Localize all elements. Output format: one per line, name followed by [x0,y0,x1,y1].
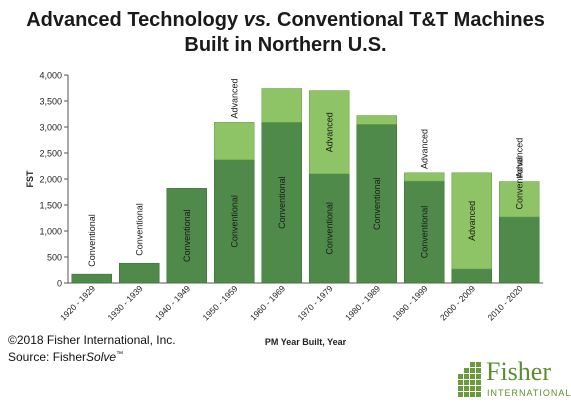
title-part-1: Advanced Technology [26,9,244,31]
bar-label-conventional: Conventional [324,202,334,255]
bar-conventional [403,180,445,284]
y-tick-label: 4,000 [39,71,62,81]
x-axis-label: PM Year Built, Year [265,337,347,347]
bar-advanced [498,181,540,218]
y-axis-label: FST [25,170,35,188]
source-italic: Solve [86,350,117,364]
bar-label-conventional: Conventional [229,195,239,248]
bar-label-advanced: Advanced [467,201,477,241]
title-vs: vs. [243,9,272,31]
source-trademark: ™ [116,351,124,358]
bar-label-advanced: Advanced [324,112,334,152]
logo-subtitle: INTERNATIONAL [487,388,571,398]
bar-label-conventional: Conventional [134,203,144,256]
y-tick-label: 2,500 [39,149,62,159]
source-prefix: Source: Fisher [8,350,87,364]
x-tick-label: 1990 - 1999 [391,283,430,322]
y-tick-label: 1,500 [39,201,62,211]
bar-label-advanced: Advanced [514,138,524,178]
bar-conventional [166,188,208,284]
title-part-2: Conventional T&T Machines [271,9,545,31]
bar-advanced [214,122,255,161]
x-tick-label: 2000 - 2009 [438,283,477,322]
x-tick-label: 1960 - 1969 [248,283,287,322]
y-tick-label: 3,500 [39,97,62,107]
y-tick-label: 1,000 [39,227,62,237]
x-tick-label: 1970 - 1979 [296,283,335,322]
x-tick-label: 1920 - 1929 [58,283,97,322]
bar-conventional [119,262,160,284]
y-tick-label: 3,000 [39,123,62,133]
y-tick-label: 2,000 [39,175,62,185]
bar-advanced [403,172,445,182]
bar-advanced [308,90,350,175]
y-tick-label: 500 [47,253,62,263]
bar-label-advanced: Advanced [229,79,239,119]
x-tick-label: 1950 - 1959 [201,283,240,322]
source-text: Source: FisherSolve™ [8,350,123,364]
bar-label-conventional: Conventional [87,214,97,267]
fisher-logo-icon [458,362,481,397]
title-line-1: Advanced Technology vs. Conventional T&T… [26,9,545,31]
bar-label-conventional: Conventional [419,206,429,259]
bar-label-conventional: Conventional [372,177,382,230]
bar-conventional [356,124,397,284]
bar-conventional [451,268,492,284]
bar-label-conventional: Conventional [182,209,192,262]
bar-conventional [214,159,255,284]
x-tick-label: 1930 - 1939 [106,283,145,322]
x-tick-label: 1980 - 1989 [343,283,382,322]
copyright-text: ©2018 Fisher International, Inc. [8,333,176,347]
bar-conventional [498,216,540,284]
title-line-2: Built in Northern U.S. [184,34,387,56]
bar-advanced [261,88,302,123]
bar-advanced [356,115,397,125]
y-tick-label: 0 [57,279,62,289]
x-tick-label: 2010 - 2020 [486,283,525,322]
bar-label-advanced: Advanced [419,129,429,169]
chart-title: Advanced Technology vs. Conventional T&T… [0,8,571,58]
x-tick-label: 1940 - 1949 [153,283,192,322]
logo-name: Fisher [486,357,551,386]
bar-conventional [308,173,350,284]
bar-conventional [71,273,113,284]
bar-advanced [451,172,492,270]
bar-label-conventional: Conventional [277,176,287,229]
bar-conventional [261,122,302,284]
bar-label-conventional: Conventional [514,157,524,210]
